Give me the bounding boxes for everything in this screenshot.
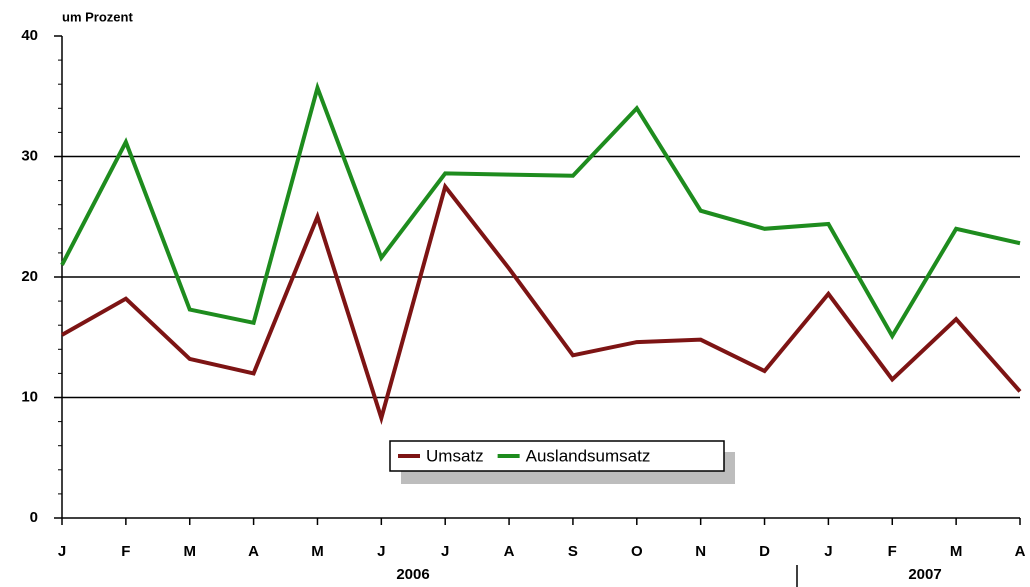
x-tick-label: D bbox=[759, 543, 770, 560]
x-tick-label: J bbox=[824, 543, 832, 560]
x-tick-label: M bbox=[950, 543, 963, 560]
x-tick-label: F bbox=[888, 543, 897, 560]
x-tick-label: M bbox=[311, 543, 324, 560]
y-tick-label: 20 bbox=[21, 268, 38, 285]
x-tick-label: A bbox=[504, 543, 515, 560]
x-tick-label: A bbox=[248, 543, 259, 560]
x-tick-label: N bbox=[695, 543, 706, 560]
y-tick-label: 40 bbox=[21, 27, 38, 44]
y-tick-label: 10 bbox=[21, 388, 38, 405]
legend-label: Umsatz bbox=[426, 446, 484, 465]
y-tick-label: 0 bbox=[30, 509, 38, 526]
x-tick-label: F bbox=[121, 543, 130, 560]
x-tick-label: J bbox=[441, 543, 449, 560]
x-tick-label: J bbox=[58, 543, 66, 560]
y-tick-label: 30 bbox=[21, 147, 38, 164]
x-tick-label: S bbox=[568, 543, 578, 560]
x-tick-label: J bbox=[377, 543, 385, 560]
x-tick-label: O bbox=[631, 543, 643, 560]
year-label: 2007 bbox=[908, 566, 941, 583]
line-series bbox=[60, 81, 1021, 341]
legend-label: Auslandsumsatz bbox=[526, 446, 651, 465]
legend bbox=[389, 440, 725, 472]
x-tick-label: M bbox=[183, 543, 196, 560]
x-tick-label: A bbox=[1015, 543, 1026, 560]
year-label: 2006 bbox=[396, 566, 429, 583]
line-series bbox=[61, 182, 1022, 426]
y-axis-label: um Prozent bbox=[62, 9, 133, 24]
